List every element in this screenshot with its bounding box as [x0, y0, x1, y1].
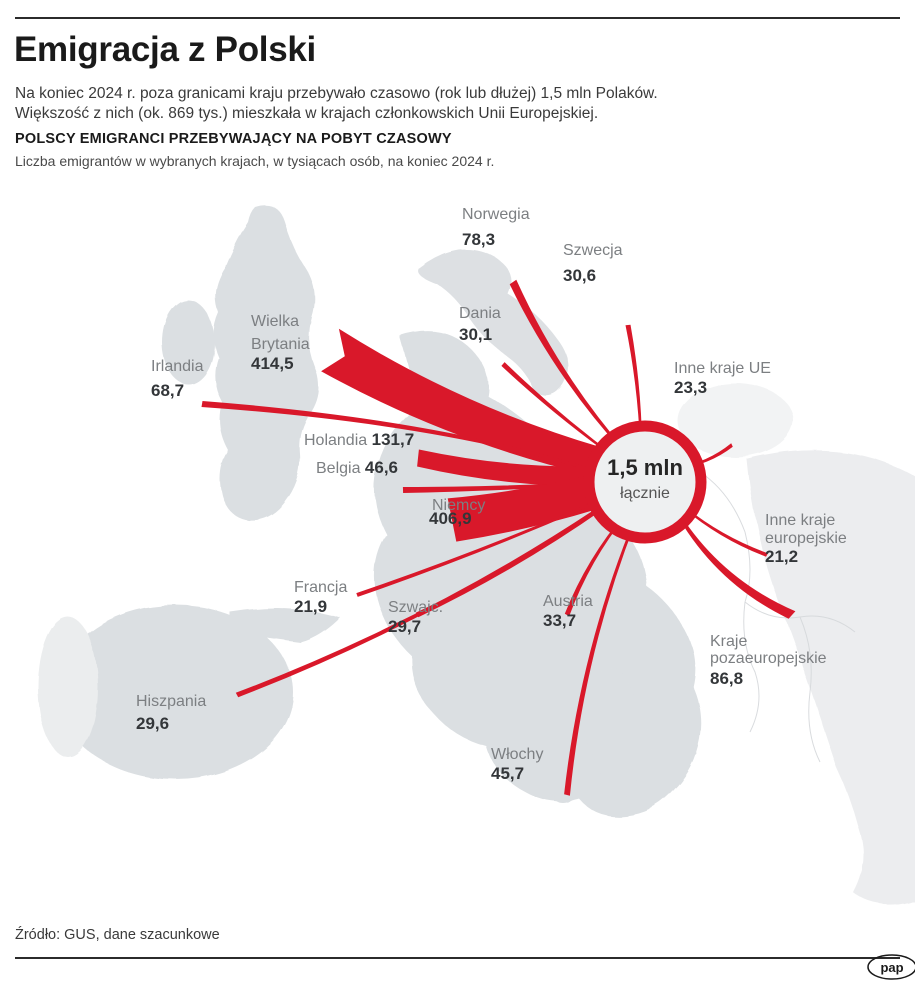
svg-text:pozaeuropejskie: pozaeuropejskie	[710, 650, 827, 667]
svg-text:Szwecja: Szwecja	[563, 242, 623, 259]
svg-text:33,7: 33,7	[543, 611, 576, 630]
svg-text:Szwajc.: Szwajc.	[388, 599, 443, 616]
svg-text:Inne kraje: Inne kraje	[765, 512, 835, 529]
svg-text:29,6: 29,6	[136, 714, 169, 733]
svg-text:21,2: 21,2	[765, 547, 798, 566]
svg-text:29,7: 29,7	[388, 617, 421, 636]
svg-text:Wielka: Wielka	[251, 313, 299, 330]
svg-text:78,3: 78,3	[462, 230, 495, 249]
svg-text:Inne kraje UE: Inne kraje UE	[674, 360, 771, 377]
svg-text:1,5 mln: 1,5 mln	[607, 455, 683, 480]
svg-text:pap: pap	[880, 960, 903, 975]
svg-text:Norwegia: Norwegia	[462, 206, 530, 223]
svg-text:30,6: 30,6	[563, 266, 596, 285]
svg-text:414,5: 414,5	[251, 354, 294, 373]
svg-text:68,7: 68,7	[151, 381, 184, 400]
svg-text:Dania: Dania	[459, 305, 501, 322]
svg-text:21,9: 21,9	[294, 597, 327, 616]
svg-text:Irlandia: Irlandia	[151, 358, 204, 375]
svg-text:Francja: Francja	[294, 579, 347, 596]
svg-text:Hiszpania: Hiszpania	[136, 693, 206, 710]
svg-text:Holandia 131,7: Holandia 131,7	[304, 430, 414, 449]
svg-text:Kraje: Kraje	[710, 633, 747, 650]
svg-text:406,9: 406,9	[429, 509, 472, 528]
svg-text:86,8: 86,8	[710, 669, 743, 688]
svg-text:Włochy: Włochy	[491, 746, 543, 763]
svg-text:23,3: 23,3	[674, 378, 707, 397]
svg-text:europejskie: europejskie	[765, 530, 847, 547]
svg-text:Belgia 46,6: Belgia 46,6	[316, 458, 398, 477]
svg-text:45,7: 45,7	[491, 764, 524, 783]
svg-text:Brytania: Brytania	[251, 336, 310, 353]
svg-text:łącznie: łącznie	[620, 485, 670, 502]
svg-text:30,1: 30,1	[459, 325, 492, 344]
svg-text:Austria: Austria	[543, 593, 593, 610]
